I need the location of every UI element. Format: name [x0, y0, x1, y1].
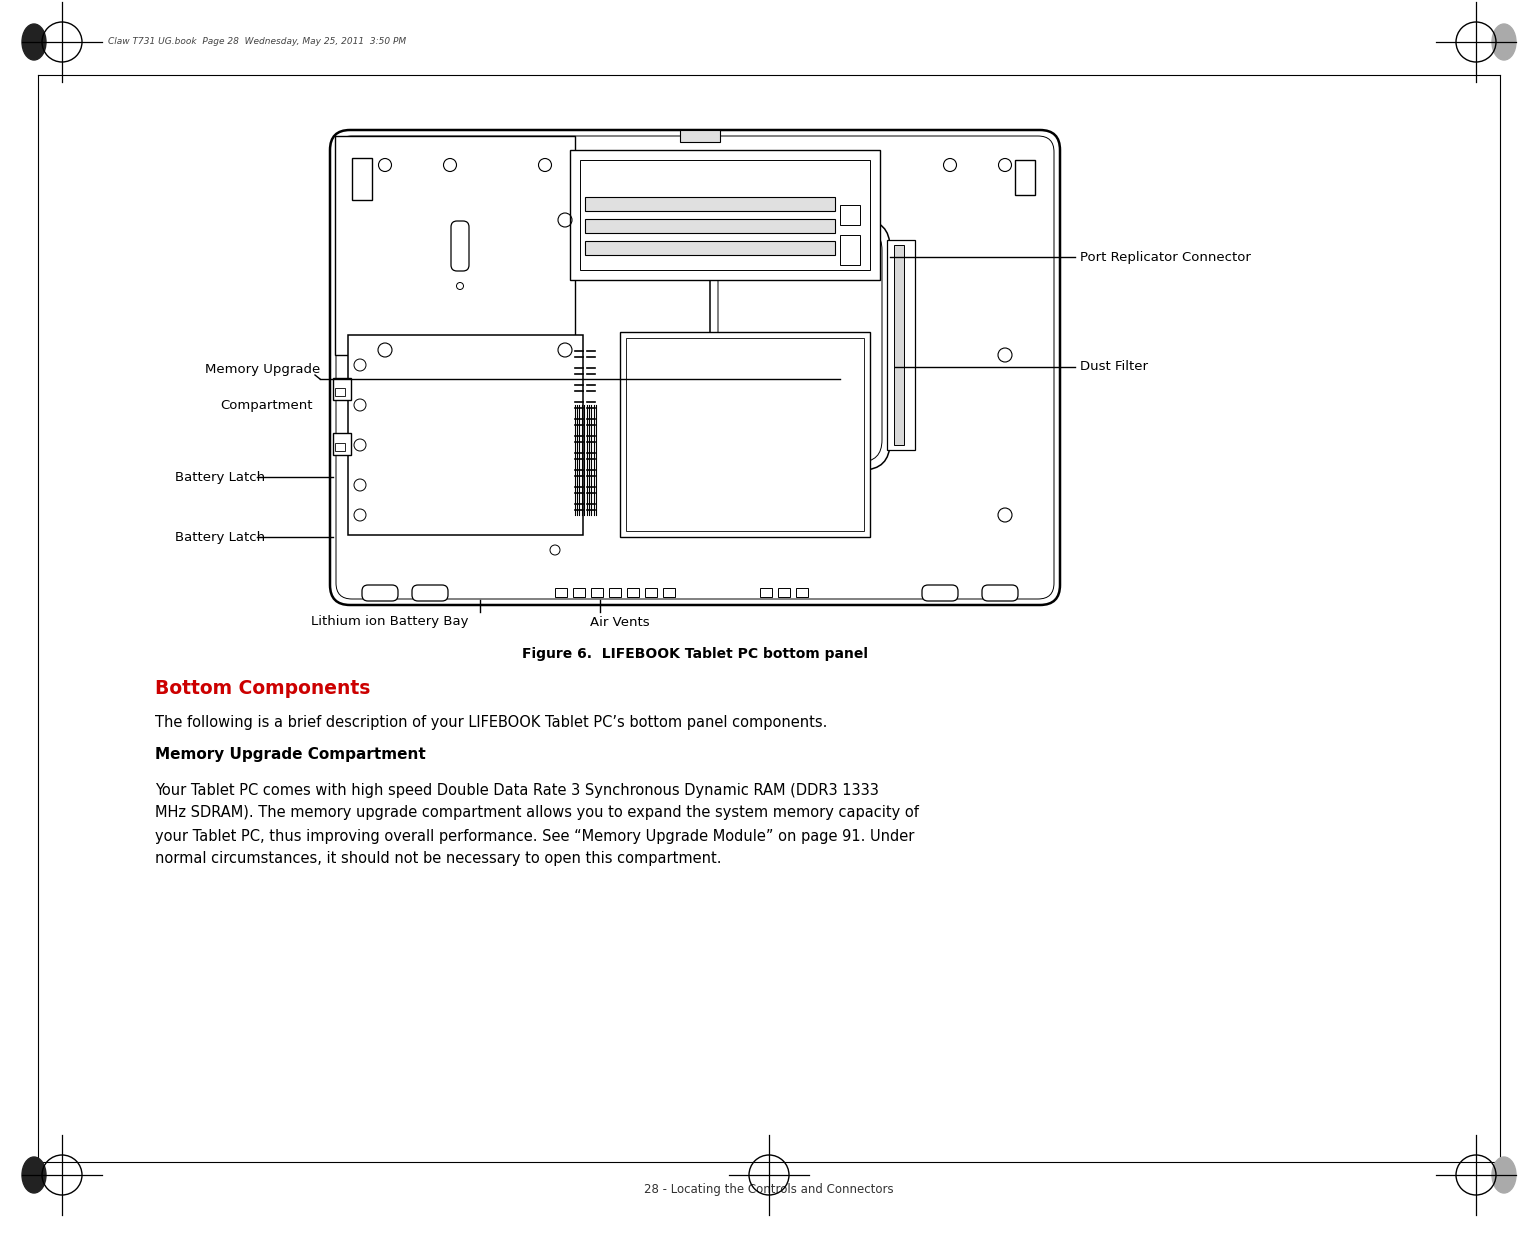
FancyBboxPatch shape — [361, 585, 398, 601]
Bar — [644, 588, 657, 597]
Bar — [894, 245, 904, 445]
Bar — [626, 338, 864, 531]
Bar — [352, 158, 372, 200]
Bar — [348, 335, 583, 534]
Bar — [609, 588, 621, 597]
Bar — [887, 240, 915, 450]
Text: The following is a brief description of your LIFEBOOK Tablet PC’s bottom panel c: The following is a brief description of … — [155, 715, 827, 730]
Bar — [571, 150, 880, 280]
FancyBboxPatch shape — [718, 228, 881, 461]
Bar — [760, 588, 772, 597]
Text: your Tablet PC, thus improving overall performance. See “Memory Upgrade Module” : your Tablet PC, thus improving overall p… — [155, 829, 915, 844]
Ellipse shape — [1492, 1157, 1516, 1192]
Bar — [584, 197, 835, 212]
Text: Compartment: Compartment — [220, 398, 312, 412]
Bar — [584, 219, 835, 233]
Bar — [663, 588, 675, 597]
Bar — [840, 205, 860, 225]
Bar — [620, 332, 871, 537]
Text: Memory Upgrade: Memory Upgrade — [205, 362, 320, 376]
Bar — [797, 588, 807, 597]
Text: Battery Latch: Battery Latch — [175, 531, 265, 543]
Text: Your Tablet PC comes with high speed Double Data Rate 3 Synchronous Dynamic RAM : Your Tablet PC comes with high speed Dou… — [155, 783, 878, 798]
FancyBboxPatch shape — [412, 585, 448, 601]
Text: Air Vents: Air Vents — [591, 616, 649, 628]
FancyBboxPatch shape — [331, 130, 1060, 605]
FancyBboxPatch shape — [711, 220, 891, 470]
Bar — [574, 588, 584, 597]
Text: MHz SDRAM). The memory upgrade compartment allows you to expand the system memor: MHz SDRAM). The memory upgrade compartme… — [155, 805, 918, 820]
Text: Claw T731 UG.book  Page 28  Wednesday, May 25, 2011  3:50 PM: Claw T731 UG.book Page 28 Wednesday, May… — [108, 37, 406, 46]
Bar — [840, 235, 860, 265]
Bar — [580, 160, 871, 270]
Text: Figure 6.  LIFEBOOK Tablet PC bottom panel: Figure 6. LIFEBOOK Tablet PC bottom pane… — [521, 647, 867, 661]
Ellipse shape — [22, 1157, 46, 1192]
Bar — [778, 588, 791, 597]
FancyBboxPatch shape — [451, 221, 469, 271]
FancyBboxPatch shape — [921, 585, 958, 601]
Text: 28 - Locating the Controls and Connectors: 28 - Locating the Controls and Connector… — [644, 1183, 894, 1195]
Text: Lithium ion Battery Bay: Lithium ion Battery Bay — [311, 616, 469, 628]
Text: Port Replicator Connector: Port Replicator Connector — [1080, 251, 1250, 263]
Bar — [335, 388, 345, 396]
Bar — [334, 379, 351, 400]
Bar — [555, 588, 568, 597]
Text: Memory Upgrade Compartment: Memory Upgrade Compartment — [155, 746, 426, 762]
Text: Battery Latch: Battery Latch — [175, 470, 265, 484]
Text: Bottom Components: Bottom Components — [155, 679, 371, 699]
Bar — [591, 588, 603, 597]
Bar — [1015, 160, 1035, 195]
Bar — [584, 241, 835, 255]
FancyBboxPatch shape — [981, 585, 1018, 601]
Ellipse shape — [22, 24, 46, 61]
Bar — [335, 136, 575, 355]
Ellipse shape — [1492, 24, 1516, 61]
Text: Dust Filter: Dust Filter — [1080, 360, 1147, 374]
Bar — [680, 130, 720, 142]
Bar — [335, 443, 345, 452]
Bar — [334, 433, 351, 455]
Text: normal circumstances, it should not be necessary to open this compartment.: normal circumstances, it should not be n… — [155, 851, 721, 866]
Bar — [628, 588, 638, 597]
